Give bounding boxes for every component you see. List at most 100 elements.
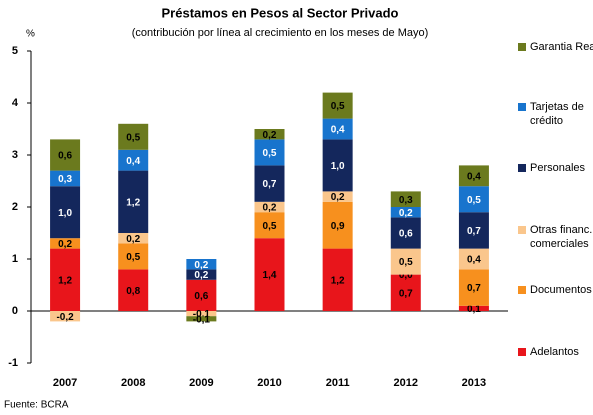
y-tick-label: 0 (12, 305, 18, 317)
y-tick-label: 2 (12, 201, 18, 213)
data-label: 0,5 (331, 101, 345, 112)
legend-label: Tarjetas de crédito (530, 101, 584, 127)
x-tick-label: 2007 (53, 377, 77, 389)
data-label: 0,6 (58, 151, 72, 162)
data-label: 0,6 (399, 229, 413, 240)
bar-segment (118, 170, 149, 233)
legend-swatch (518, 226, 526, 234)
x-tick-label: 2013 (462, 377, 486, 389)
data-label: 0,2 (58, 239, 72, 250)
bar-segment (254, 201, 285, 213)
bar-segment (390, 207, 421, 218)
bar-segment (254, 139, 285, 166)
x-tick-label: 2008 (121, 377, 145, 389)
bar-segment (186, 269, 217, 280)
y-tick-label: 4 (12, 97, 19, 109)
y-tick-label: 1 (12, 253, 18, 265)
legend-label: Personales (530, 162, 586, 174)
legend-swatch (518, 286, 526, 294)
bar-segment (322, 248, 353, 311)
bar-segment (458, 248, 489, 270)
bar-segment (322, 92, 353, 119)
legend-swatch (518, 164, 526, 172)
bar-segment (118, 243, 149, 270)
data-label: 1,2 (126, 197, 140, 208)
bar-segment (322, 139, 353, 192)
bar-segment (322, 201, 353, 249)
data-label: 1,0 (331, 161, 345, 172)
data-label: 0,5 (263, 221, 277, 232)
bar-segment (458, 186, 489, 213)
data-label: 0,0 (399, 270, 413, 281)
bar-segment (458, 212, 489, 249)
bar-segment (50, 311, 81, 322)
data-label: 0,3 (58, 174, 72, 185)
bar-segment (458, 165, 489, 187)
y-tick-label: 5 (12, 45, 18, 57)
bar-segment (254, 238, 285, 311)
data-label: 0,7 (467, 226, 481, 237)
bar-segment (186, 316, 217, 322)
data-label: 0,3 (399, 195, 413, 206)
data-label: 0,5 (126, 132, 140, 143)
data-label: -0,1 (193, 314, 211, 325)
chart-title: Préstamos en Pesos al Sector Privado (162, 5, 399, 20)
source: Fuente: BCRA (4, 400, 69, 411)
bar-segment (254, 165, 285, 202)
bar-segment (186, 311, 217, 317)
data-label: 0,4 (126, 156, 140, 167)
y-tick-label: 3 (12, 149, 18, 161)
data-label: 0,2 (263, 203, 277, 214)
data-label: 0,7 (467, 283, 481, 294)
bar-segment (458, 269, 489, 306)
data-label: 1,0 (58, 208, 72, 219)
x-tick-label: 2012 (394, 377, 418, 389)
data-label: 0,5 (467, 195, 481, 206)
bar-segment (50, 170, 81, 187)
data-label: 0,2 (331, 192, 345, 203)
data-label: 1,4 (263, 270, 277, 281)
data-label: 0,1 (467, 304, 481, 315)
data-label: 0,2 (263, 130, 277, 141)
data-label: 1,2 (58, 275, 72, 286)
bar-segment (118, 233, 149, 244)
x-tick-label: 2011 (326, 377, 350, 389)
chart-subtitle: (contribución por línea al crecimiento e… (132, 27, 429, 39)
bar-segment (322, 118, 353, 140)
bar-segment (390, 217, 421, 249)
data-label: 0,8 (126, 286, 140, 297)
legend-swatch (518, 348, 526, 356)
data-label: 0,7 (399, 288, 413, 299)
bar-segment (390, 248, 421, 275)
data-label: 0,5 (126, 252, 140, 263)
data-label: 0,5 (399, 257, 413, 268)
data-label: 0,4 (467, 255, 481, 266)
bar-segment (186, 259, 217, 270)
legend-label: Adelantos (530, 346, 579, 358)
x-tick-label: 2010 (257, 377, 281, 389)
bar-segment (186, 279, 217, 311)
legend-swatch (518, 43, 526, 51)
legend-label: Documentos (530, 284, 592, 296)
data-label: 0,2 (194, 270, 208, 281)
bar-segment (254, 129, 285, 140)
data-label: 0,7 (263, 179, 277, 190)
bar-segment (254, 212, 285, 239)
bar-segment (118, 269, 149, 311)
bar-segment (50, 248, 81, 311)
bar-segment (50, 186, 81, 239)
data-label: 0,2 (126, 234, 140, 245)
bar-segment (50, 238, 81, 249)
data-label: -0,2 (56, 312, 74, 323)
legend-label: Garantia Real (530, 41, 593, 53)
data-label: 0,5 (263, 148, 277, 159)
data-label: 0,6 (194, 291, 208, 302)
y-tick-label: -1 (8, 357, 18, 369)
bar-segment (390, 191, 421, 207)
data-label: 0,2 (194, 260, 208, 271)
x-tick-label: 2009 (189, 377, 213, 389)
bar-segment (322, 191, 353, 202)
data-label: 1,2 (331, 275, 345, 286)
